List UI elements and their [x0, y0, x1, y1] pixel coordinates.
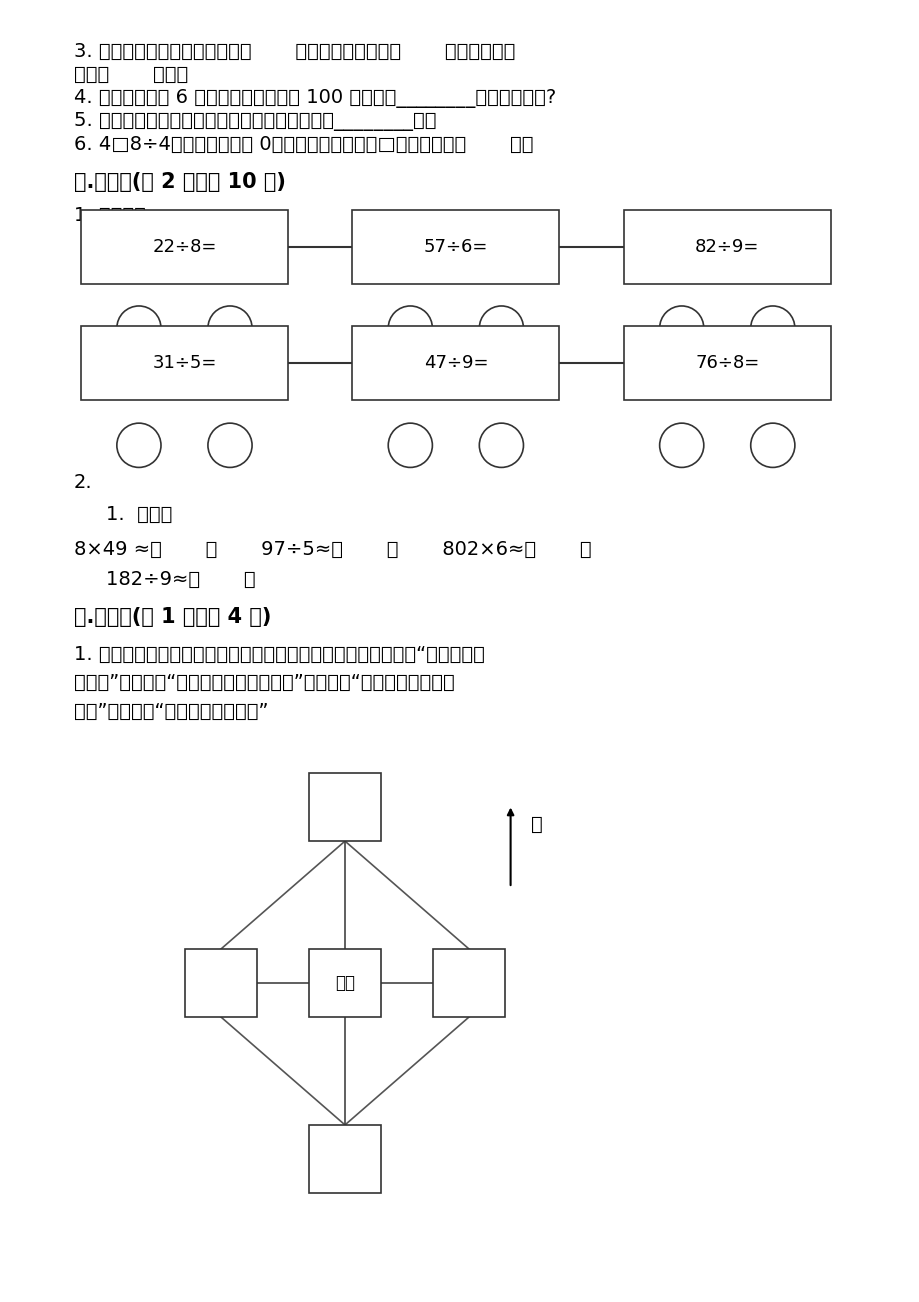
Text: 182÷9≈（       ）: 182÷9≈（ ） — [106, 570, 255, 590]
FancyBboxPatch shape — [352, 210, 559, 284]
Ellipse shape — [750, 306, 794, 350]
Ellipse shape — [659, 306, 703, 350]
FancyBboxPatch shape — [623, 210, 830, 284]
Ellipse shape — [388, 306, 432, 350]
FancyBboxPatch shape — [352, 326, 559, 400]
Ellipse shape — [750, 423, 794, 467]
Text: 小静: 小静 — [335, 974, 355, 992]
Text: 向。”小冬说：“我在小静的西面。”: 向。”小冬说：“我在小静的西面。” — [74, 702, 267, 721]
FancyBboxPatch shape — [309, 773, 380, 841]
FancyBboxPatch shape — [433, 949, 505, 1017]
Text: 76÷8=: 76÷8= — [695, 354, 758, 371]
Text: 3. 当你面向西时，你的后面是（       ）面，你的左面是（       ）面，你的右: 3. 当你面向西时，你的后面是（ ）面，你的左面是（ ）面，你的右 — [74, 42, 515, 61]
FancyBboxPatch shape — [81, 326, 288, 400]
Ellipse shape — [117, 423, 161, 467]
Text: 南面。”小峰说：“我在小辉的东北方向。”小秀说：“我在小峰的西北方: 南面。”小峰说：“我在小辉的东北方向。”小秀说：“我在小峰的西北方 — [74, 673, 454, 693]
Text: 五.作图题(八 1 题，八 4 分): 五.作图题(八 1 题，八 4 分) — [74, 607, 271, 626]
FancyBboxPatch shape — [185, 949, 256, 1017]
Ellipse shape — [479, 306, 523, 350]
Text: 1.  估算。: 1. 估算。 — [106, 505, 172, 525]
Text: 1. 先分析每个人的对话，再在图中注明每个人的位置。小辉说：“我在小静的: 1. 先分析每个人的对话，再在图中注明每个人的位置。小辉说：“我在小静的 — [74, 644, 484, 664]
Text: 北: 北 — [530, 815, 542, 835]
FancyBboxPatch shape — [309, 949, 380, 1017]
Text: 四.计算题(八 2 题，八 10 分): 四.计算题(八 2 题，八 10 分) — [74, 172, 285, 191]
Text: 6. 4□8÷4，要使商中间有 0，且没有余数，那么□里最大应填（       ）。: 6. 4□8÷4，要使商中间有 0，且没有余数，那么□里最大应填（ ）。 — [74, 135, 532, 155]
Text: 57÷6=: 57÷6= — [424, 238, 487, 255]
Text: 4. 一件衬衫要钉 6 粒扣子，一盒扣子有 100 粒，能钉________件这样的衬衫?: 4. 一件衬衫要钉 6 粒扣子，一盒扣子有 100 粒，能钉________件这… — [74, 89, 555, 108]
Ellipse shape — [659, 423, 703, 467]
Text: 2.: 2. — [74, 473, 92, 492]
Text: 1. 开火车。: 1. 开火车。 — [74, 206, 145, 225]
Text: 82÷9=: 82÷9= — [695, 238, 758, 255]
Ellipse shape — [117, 306, 161, 350]
FancyBboxPatch shape — [309, 1125, 380, 1193]
FancyBboxPatch shape — [81, 210, 288, 284]
Text: 47÷9=: 47÷9= — [423, 354, 488, 371]
Text: 22÷8=: 22÷8= — [153, 238, 216, 255]
Text: 面是（       ）面。: 面是（ ）面。 — [74, 65, 187, 85]
Ellipse shape — [479, 423, 523, 467]
Ellipse shape — [208, 423, 252, 467]
Text: 5. 小兰家在超市的西南方，那么超市在小兰家的________方。: 5. 小兰家在超市的西南方，那么超市在小兰家的________方。 — [74, 112, 436, 132]
FancyBboxPatch shape — [623, 326, 830, 400]
Ellipse shape — [388, 423, 432, 467]
Text: 8×49 ≈（       ）       97÷5≈（       ）       802×6≈（       ）: 8×49 ≈（ ） 97÷5≈（ ） 802×6≈（ ） — [74, 540, 591, 560]
Text: 31÷5=: 31÷5= — [153, 354, 216, 371]
Ellipse shape — [208, 306, 252, 350]
